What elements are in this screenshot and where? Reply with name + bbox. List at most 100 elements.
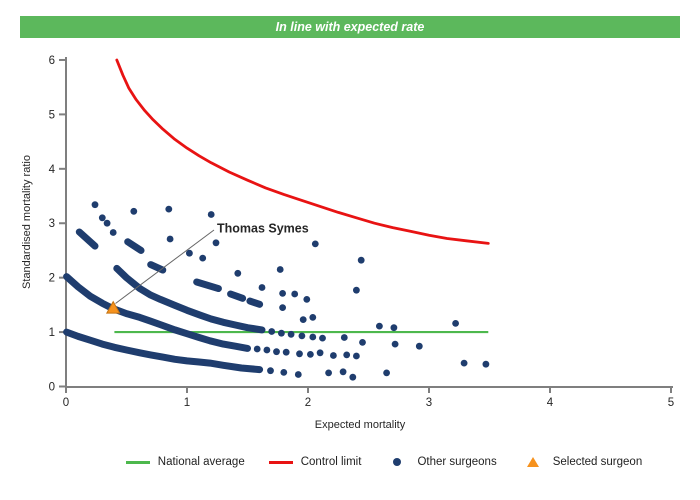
y-tick-label-5: 5 <box>49 109 55 121</box>
y-tick-label-0: 0 <box>49 382 55 394</box>
status-banner: In line with expected rate <box>20 16 680 38</box>
surgeon-point[interactable] <box>359 339 366 346</box>
surgeon-point[interactable] <box>130 207 138 215</box>
x-tick-label-4: 4 <box>547 397 554 409</box>
surgeon-dash-cluster[interactable] <box>246 297 264 308</box>
surgeon-point[interactable] <box>340 334 348 341</box>
y-tick-label-1: 1 <box>49 327 55 339</box>
surgeon-point[interactable] <box>294 371 302 378</box>
surgeon-point[interactable] <box>267 367 274 375</box>
annotation-label: Thomas Symes <box>217 222 309 236</box>
surgeon-point[interactable] <box>482 360 490 368</box>
surgeon-point[interactable] <box>299 316 307 323</box>
surgeon-point[interactable] <box>186 249 193 257</box>
chart-series <box>63 58 490 381</box>
surgeon-point[interactable] <box>353 286 360 294</box>
surgeon-point[interactable] <box>343 351 351 359</box>
surgeon-point[interactable] <box>207 211 215 218</box>
x-axis-title: Expected mortality <box>315 419 406 431</box>
surgeon-point[interactable] <box>349 373 357 381</box>
surgeon-point[interactable] <box>263 346 271 354</box>
selected-surgeon-marker[interactable] <box>105 300 121 314</box>
legend-label-selected-surgeon: Selected surgeon <box>552 456 643 468</box>
control-limit-curve <box>115 58 490 245</box>
surgeon-point[interactable] <box>330 352 337 359</box>
legend-item-other-surgeons: Other surgeons <box>385 456 497 468</box>
surgeon-point[interactable] <box>276 266 284 273</box>
surgeon-point[interactable] <box>282 348 290 356</box>
y-tick-label-2: 2 <box>49 273 55 285</box>
annotation-pointer-line <box>115 229 215 304</box>
surgeon-point[interactable] <box>273 348 280 356</box>
legend-item-control-limit: Control limit <box>268 456 362 468</box>
status-banner-text: In line with expected rate <box>275 20 425 34</box>
surgeon-dash-cluster[interactable] <box>193 278 222 293</box>
surgeon-band-lower[interactable] <box>63 328 264 374</box>
surgeon-band-middle[interactable] <box>63 273 251 352</box>
surgeon-point[interactable] <box>91 201 99 209</box>
axes: Standardised mortality ratio Expected mo… <box>21 57 673 431</box>
selected-surgeon-layer <box>105 300 121 314</box>
surgeon-point[interactable] <box>376 322 383 330</box>
surgeon-point[interactable] <box>298 332 306 340</box>
surgeon-point[interactable] <box>452 320 459 327</box>
surgeon-point[interactable] <box>415 342 423 350</box>
legend-label-control-limit: Control limit <box>300 456 362 468</box>
surgeon-point[interactable] <box>303 296 311 303</box>
surgeon-point[interactable] <box>253 345 261 353</box>
legend-label-other-surgeons: Other surgeons <box>417 456 497 468</box>
surgeon-point[interactable] <box>109 229 117 236</box>
surgeon-point[interactable] <box>268 328 276 335</box>
y-axis-title: Standardised mortality ratio <box>21 155 33 289</box>
y-tick-label-6: 6 <box>49 55 55 67</box>
surgeon-point[interactable] <box>212 239 220 247</box>
surgeon-dash-cluster[interactable] <box>124 238 145 254</box>
surgeon-dash-cluster[interactable] <box>227 290 247 302</box>
y-tick-label-4: 4 <box>49 164 56 176</box>
surgeon-point[interactable] <box>278 329 285 337</box>
green-line-swatch-icon <box>125 460 150 464</box>
x-tick-label-3: 3 <box>426 397 432 409</box>
legend-item-national-average: National average <box>125 456 245 468</box>
red-line-swatch-icon <box>268 460 293 464</box>
y-tick-label-3: 3 <box>49 218 55 230</box>
surgeon-point[interactable] <box>309 333 317 341</box>
surgeon-point[interactable] <box>353 352 360 360</box>
surgeon-point[interactable] <box>165 205 173 213</box>
surgeon-point[interactable] <box>103 219 111 227</box>
surgeon-point[interactable] <box>280 369 288 376</box>
surgeon-point[interactable] <box>98 214 106 222</box>
surgeon-band-upper[interactable] <box>113 264 266 334</box>
surgeon-point[interactable] <box>287 330 295 338</box>
chart-legend: National average Control limit Other sur… <box>34 456 700 468</box>
selected-surgeon-annotation: Thomas Symes <box>115 222 309 304</box>
surgeon-point[interactable] <box>383 369 390 377</box>
surgeon-point[interactable] <box>296 350 303 358</box>
surgeon-point[interactable] <box>234 269 242 277</box>
surgeon-point[interactable] <box>316 349 324 357</box>
x-tick-label-5: 5 <box>668 397 674 409</box>
surgeon-point[interactable] <box>460 359 468 367</box>
surgeon-point[interactable] <box>319 334 326 342</box>
surgeon-point[interactable] <box>339 368 347 376</box>
surgeon-point[interactable] <box>391 340 399 348</box>
surgeon-point[interactable] <box>325 369 332 377</box>
surgeon-point[interactable] <box>279 290 286 297</box>
surgeon-point[interactable] <box>166 235 174 243</box>
surgeon-point[interactable] <box>309 314 317 321</box>
surgeon-dash-cluster[interactable] <box>75 228 99 250</box>
surgeon-point[interactable] <box>311 240 319 248</box>
x-tick-label-0: 0 <box>63 397 69 409</box>
surgeon-point[interactable] <box>279 304 286 311</box>
surgeon-point[interactable] <box>390 324 398 332</box>
surgeon-point[interactable] <box>258 284 266 291</box>
surgeon-point[interactable] <box>357 256 365 264</box>
surgeon-point[interactable] <box>307 351 314 358</box>
x-tick-label-2: 2 <box>305 397 311 409</box>
dot-swatch-icon <box>393 458 402 466</box>
axis-ticks: 0 1 2 3 4 5 0 1 2 3 4 5 6 <box>49 55 675 409</box>
surgeon-point[interactable] <box>199 254 207 262</box>
surgeon-point[interactable] <box>291 290 299 298</box>
